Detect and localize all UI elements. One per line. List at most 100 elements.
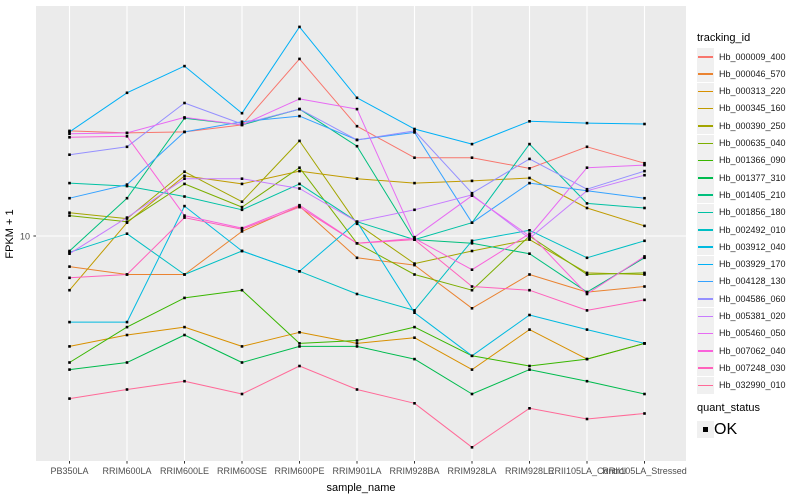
data-point [183,101,186,105]
data-point [240,205,244,209]
data-point [470,392,474,396]
legend-key-line-icon [697,186,714,204]
data-point [643,255,646,258]
data-point [585,292,589,296]
data-point [240,392,244,396]
x-tick-label: RRIM600LE [160,466,209,476]
data-point [585,189,589,193]
data-point [413,181,416,185]
data-point [298,203,301,207]
data-point [240,111,244,115]
data-point [240,230,244,233]
data-point [240,120,244,123]
data-point [643,256,646,260]
data-point [183,116,186,119]
data-point [470,354,474,358]
data-point [585,206,589,210]
legend-entry-Hb_003929_170: Hb_003929_170 [697,255,786,273]
legend-label: Hb_000345_160 [719,103,786,114]
x-tick-label: RRIM901LA [332,466,381,476]
data-point [298,205,301,209]
data-point [125,131,129,135]
data-point [183,273,186,276]
data-point [125,361,129,364]
data-point [585,271,589,275]
legend-label: Hb_000635_040 [719,138,786,148]
x-tick-label: RRII105LA_Control [548,466,626,476]
data-point [413,336,416,339]
data-point [528,328,531,331]
data-point [125,184,129,188]
data-point [643,173,646,177]
data-point [183,195,186,198]
data-point [585,166,589,169]
data-point [528,229,531,232]
legend-key-line-icon [697,117,714,135]
legend-label: Hb_000390_250 [719,120,786,131]
legend-entry-Hb_001377_310: Hb_001377_310 [697,169,786,187]
data-point [240,200,244,203]
x-tick-label: RRIM600SE [217,466,267,476]
legend-key-line-icon [697,238,714,256]
legend-label: Hb_032990_010 [719,380,786,391]
data-point [125,145,129,149]
data-point [528,120,531,123]
legend-label: Hb_002492_010 [719,224,786,235]
legend-label: Hb_001405_210 [719,189,786,200]
data-point [68,345,71,348]
data-point [470,194,474,197]
data-point [643,271,646,275]
data-point [298,107,301,111]
data-point [125,325,129,329]
data-point [413,402,416,405]
legend-label: Hb_000046_570 [719,68,786,79]
legend-label: Hb_003912_040 [719,241,786,252]
data-point [643,239,646,243]
data-point [643,169,646,173]
data-point [585,417,589,421]
data-point [528,364,531,368]
data-point [355,292,359,296]
data-point [68,265,71,268]
data-point [125,232,129,235]
data-point [643,122,646,126]
data-point [643,196,646,200]
legend-entry-Hb_005460_050: Hb_005460_050 [697,324,786,342]
data-point [585,309,589,312]
data-point [470,191,474,195]
legend-label: Hb_000313_220 [719,86,786,97]
data-point [643,412,646,415]
data-point [528,237,531,240]
data-point [68,288,71,292]
data-point [470,239,474,243]
legend-key-line-icon [697,221,714,238]
legend-entry-Hb_004128_130: Hb_004128_130 [697,272,786,290]
data-point [528,368,531,371]
data-point [355,342,359,345]
legend-entry-Hb_000313_220: Hb_000313_220 [697,82,786,100]
legend-key-line-icon [697,307,714,325]
data-point [298,57,301,61]
legend-entry-Hb_032990_010: Hb_032990_010 [697,376,786,394]
legend-label: Hb_003929_170 [719,259,786,270]
data-point [585,379,589,383]
data-point [470,288,474,292]
data-point [413,273,416,276]
data-point [355,256,359,260]
legend-key-line-icon [697,65,714,83]
legend-entry-Hb_003912_040: Hb_003912_040 [697,238,786,256]
legend-label: Hb_000009_400 [719,51,786,62]
data-point [68,214,71,217]
data-point [68,132,71,136]
data-point [470,285,474,288]
data-point [643,342,646,345]
data-point [643,392,646,396]
legend-entry-quant-ok: OK [697,421,737,438]
data-point [240,208,244,212]
data-point [68,196,71,200]
data-point [183,204,186,208]
data-point [240,249,244,253]
data-point [470,307,474,310]
data-point [298,345,301,348]
